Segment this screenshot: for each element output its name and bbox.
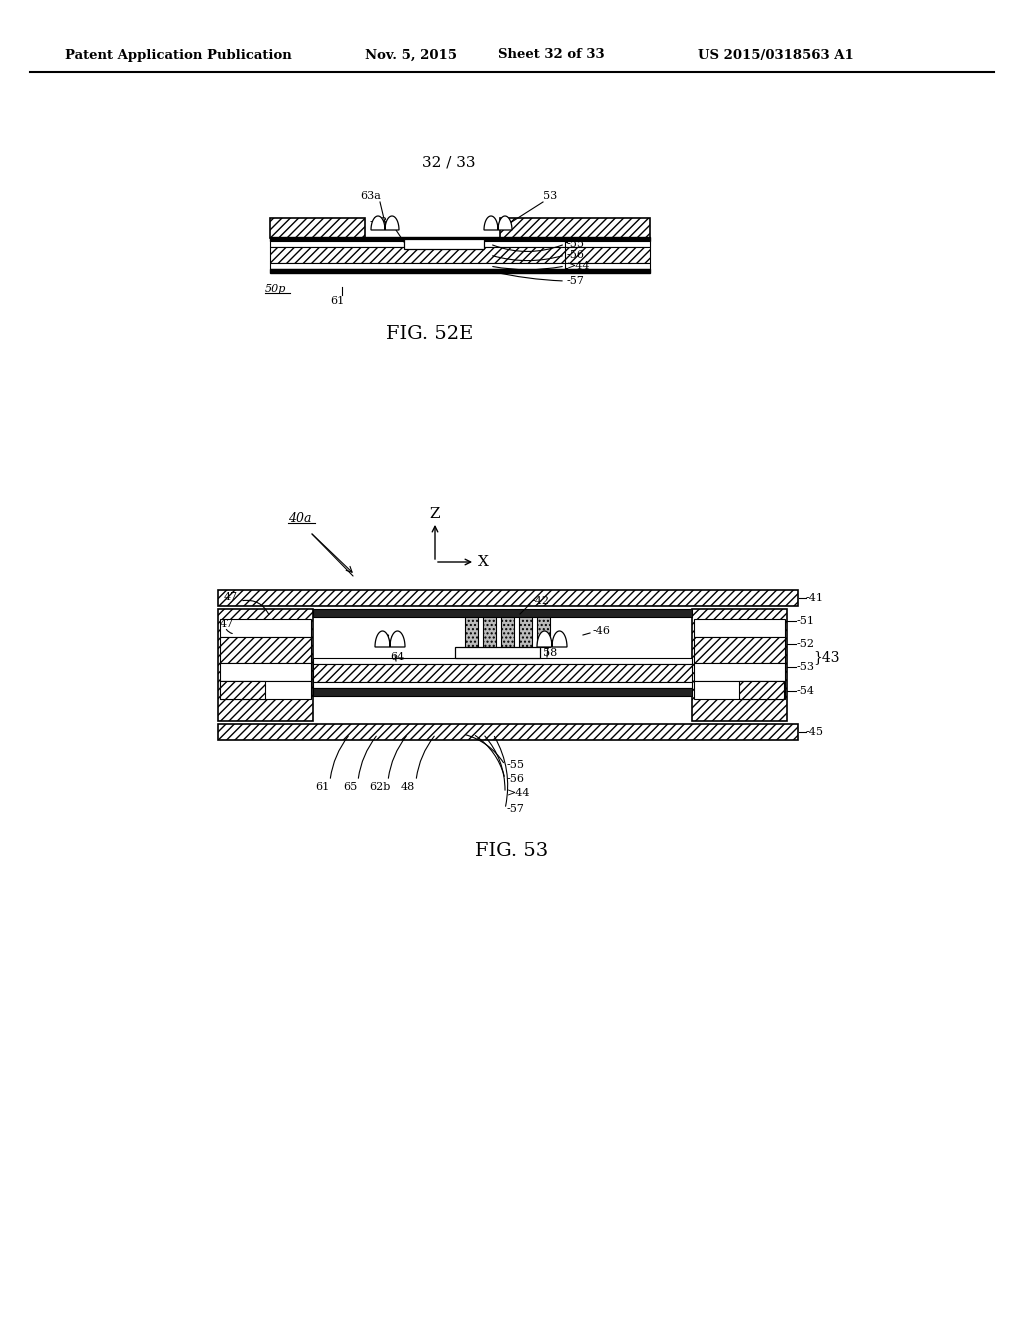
Text: -55: -55 (507, 760, 525, 770)
Text: Z: Z (430, 507, 440, 521)
Text: -58: -58 (370, 216, 388, 227)
Bar (218, 609, 313, 721)
Text: >44: >44 (567, 261, 591, 271)
Text: Patent Application Publication: Patent Application Publication (65, 49, 292, 62)
Bar (313, 609, 692, 616)
Bar (218, 723, 798, 741)
Bar (270, 269, 650, 273)
Text: 61: 61 (314, 781, 329, 792)
Text: -52: -52 (797, 639, 815, 649)
Bar (483, 616, 496, 647)
Bar (739, 681, 784, 700)
Bar (404, 239, 484, 249)
Text: 47: 47 (220, 619, 234, 630)
Text: -53: -53 (797, 663, 815, 672)
Text: -51: -51 (797, 616, 815, 626)
Text: Sheet 32 of 33: Sheet 32 of 33 (498, 49, 604, 62)
Bar (455, 647, 540, 657)
Text: >44: >44 (507, 788, 530, 799)
Text: X: X (477, 554, 488, 569)
Bar (465, 616, 478, 647)
Bar (537, 616, 550, 647)
Bar (694, 638, 785, 663)
Text: 65: 65 (343, 781, 357, 792)
Text: -45: -45 (806, 727, 824, 737)
Bar (270, 218, 365, 238)
Text: -54: -54 (797, 686, 815, 696)
Bar (220, 681, 265, 700)
Text: 32 / 33: 32 / 33 (422, 154, 475, 169)
Bar (220, 619, 311, 638)
Bar (519, 616, 532, 647)
Bar (270, 247, 650, 263)
Bar (218, 590, 798, 606)
Bar (313, 682, 692, 688)
Text: 63a: 63a (376, 634, 397, 644)
Text: Nov. 5, 2015: Nov. 5, 2015 (365, 49, 457, 62)
Bar (270, 242, 650, 247)
Text: -42: -42 (532, 597, 550, 606)
Text: -46: -46 (593, 626, 611, 636)
Bar (501, 616, 514, 647)
Bar (220, 681, 311, 700)
Bar (694, 663, 785, 681)
Text: FIG. 53: FIG. 53 (475, 842, 549, 861)
Text: 40a: 40a (288, 511, 311, 524)
Bar (694, 619, 785, 638)
Bar (220, 638, 311, 663)
Text: 58: 58 (543, 648, 557, 657)
Text: FIG. 52E: FIG. 52E (386, 325, 474, 343)
Text: -41: -41 (806, 593, 824, 603)
Text: 47: 47 (224, 591, 239, 602)
Bar (692, 609, 787, 721)
Text: -55: -55 (567, 239, 585, 249)
Text: 62b: 62b (370, 781, 391, 792)
Polygon shape (537, 631, 567, 647)
Bar (270, 238, 650, 242)
Bar (313, 664, 692, 682)
Text: 53: 53 (543, 191, 557, 201)
Bar (313, 657, 692, 664)
Text: 48: 48 (400, 781, 415, 792)
Text: 50p: 50p (265, 284, 287, 294)
Text: -57: -57 (567, 276, 585, 286)
Text: 64: 64 (390, 652, 404, 663)
Text: -56: -56 (507, 774, 525, 784)
Polygon shape (371, 216, 399, 230)
Text: 61: 61 (330, 296, 344, 306)
Bar (313, 688, 692, 696)
Text: -56: -56 (567, 249, 585, 260)
Bar (694, 681, 785, 700)
Bar (220, 663, 311, 681)
Bar (270, 263, 650, 269)
Bar (500, 218, 650, 238)
Text: -57: -57 (507, 804, 525, 814)
Text: US 2015/0318563 A1: US 2015/0318563 A1 (698, 49, 854, 62)
Polygon shape (484, 216, 512, 230)
Polygon shape (375, 631, 406, 647)
Text: 63a: 63a (360, 191, 381, 201)
Text: }43: }43 (813, 649, 840, 664)
